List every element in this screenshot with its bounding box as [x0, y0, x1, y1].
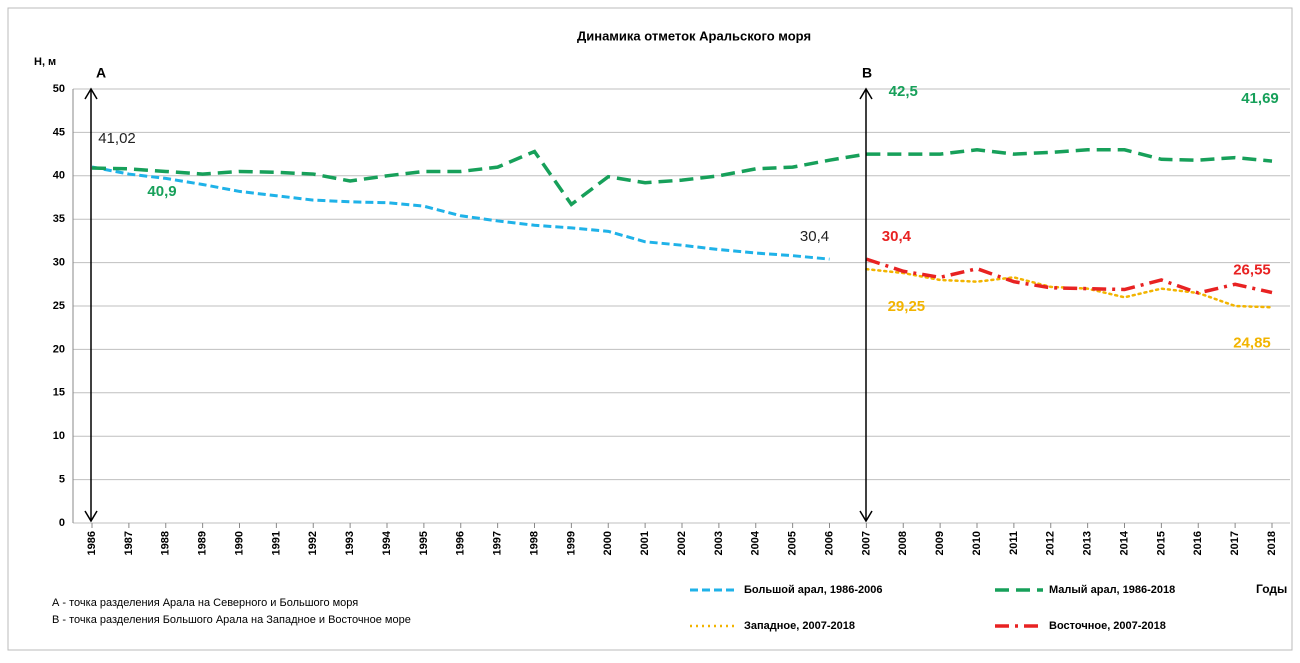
data-label: 29,25 [888, 298, 926, 315]
series-line [91, 165, 830, 261]
x-tick-label: 1993 [344, 531, 356, 555]
data-label: 30,4 [882, 228, 912, 245]
x-tick-label: 2006 [823, 531, 835, 555]
y-tick-label: 20 [53, 343, 65, 355]
x-tick-label: 1992 [307, 531, 319, 555]
x-tick-label: 2005 [787, 531, 799, 555]
data-label: 30,4 [800, 228, 829, 245]
y-tick-label: 40 [53, 170, 65, 182]
data-label: 24,85 [1233, 334, 1271, 351]
data-label: 41,02 [98, 130, 136, 147]
data-label: 41,69 [1241, 90, 1279, 107]
series-line [91, 147, 1273, 207]
annotation: В [862, 65, 872, 81]
x-tick-label: 1991 [270, 531, 282, 555]
x-tick-label: 2011 [1008, 531, 1020, 555]
x-tick-label: 2010 [971, 531, 983, 555]
x-tick-label: 2018 [1266, 531, 1278, 555]
y-tick-label: 35 [53, 213, 65, 225]
x-tick-label: 2000 [602, 531, 614, 555]
y-tick-label: 50 [53, 83, 65, 95]
data-label: 42,5 [889, 83, 918, 100]
x-tick-label: 1986 [86, 531, 98, 555]
x-tick-label: 2003 [713, 531, 725, 555]
x-tick-label: 2017 [1229, 531, 1241, 555]
x-tick-label: 2015 [1155, 531, 1167, 555]
x-tick-label: 1989 [197, 531, 209, 555]
y-tick-label: 45 [53, 126, 65, 138]
x-tick-label: 1987 [123, 531, 135, 555]
x-tick-label: 2013 [1082, 531, 1094, 555]
x-tick-label: 1995 [418, 531, 430, 555]
data-label: 40,9 [147, 183, 176, 200]
series-line [865, 257, 1273, 295]
x-tick-label: 1988 [160, 531, 172, 555]
x-axis-label: Годы [1256, 582, 1287, 596]
y-tick-label: 0 [59, 517, 65, 529]
x-tick-label: 1996 [455, 531, 467, 555]
y-tick-label: 5 [59, 474, 65, 486]
chart-title: Динамика отметок Аральского моря [577, 28, 811, 43]
y-axis-label: Н, м [34, 56, 56, 68]
legend-label: Западное, 2007-2018 [744, 620, 855, 632]
x-tick-label: 2012 [1045, 531, 1057, 555]
x-tick-label: 2008 [897, 531, 909, 555]
x-tick-label: 1998 [528, 531, 540, 555]
annotation: А [96, 65, 106, 81]
legend-label: Восточное, 2007-2018 [1049, 620, 1166, 632]
x-tick-label: 2009 [934, 531, 946, 555]
legend-label: Малый арал, 1986-2018 [1049, 584, 1175, 596]
x-tick-label: 2016 [1192, 531, 1204, 555]
x-tick-label: 1999 [565, 531, 577, 555]
legend-label: Большой арал, 1986-2006 [744, 584, 882, 596]
x-tick-label: 2001 [639, 531, 651, 555]
note: В - точка разделения Большого Арала на З… [52, 614, 411, 626]
x-tick-label: 2002 [676, 531, 688, 555]
arrow-head [859, 87, 873, 523]
x-tick-label: 1990 [233, 531, 245, 555]
x-tick-label: 2014 [1118, 530, 1130, 555]
data-label: 26,55 [1233, 262, 1271, 279]
note: А - точка разделения Арала на Северного … [52, 597, 358, 609]
x-tick-label: 2004 [750, 530, 762, 555]
x-tick-label: 2007 [860, 531, 872, 555]
x-tick-label: 1994 [381, 530, 393, 555]
x-tick-label: 1997 [492, 531, 504, 555]
y-tick-label: 25 [53, 300, 65, 312]
frame [7, 7, 1293, 651]
y-tick-label: 15 [53, 387, 65, 399]
arrow-head [84, 87, 98, 523]
plot: 0 5 10 15 20 25 30 35 40 45 50 1986 1987 1988 1989 1990… [53, 83, 1290, 555]
y-tick-label: 30 [53, 257, 65, 269]
y-tick-label: 10 [53, 430, 65, 442]
arrows [84, 87, 873, 523]
